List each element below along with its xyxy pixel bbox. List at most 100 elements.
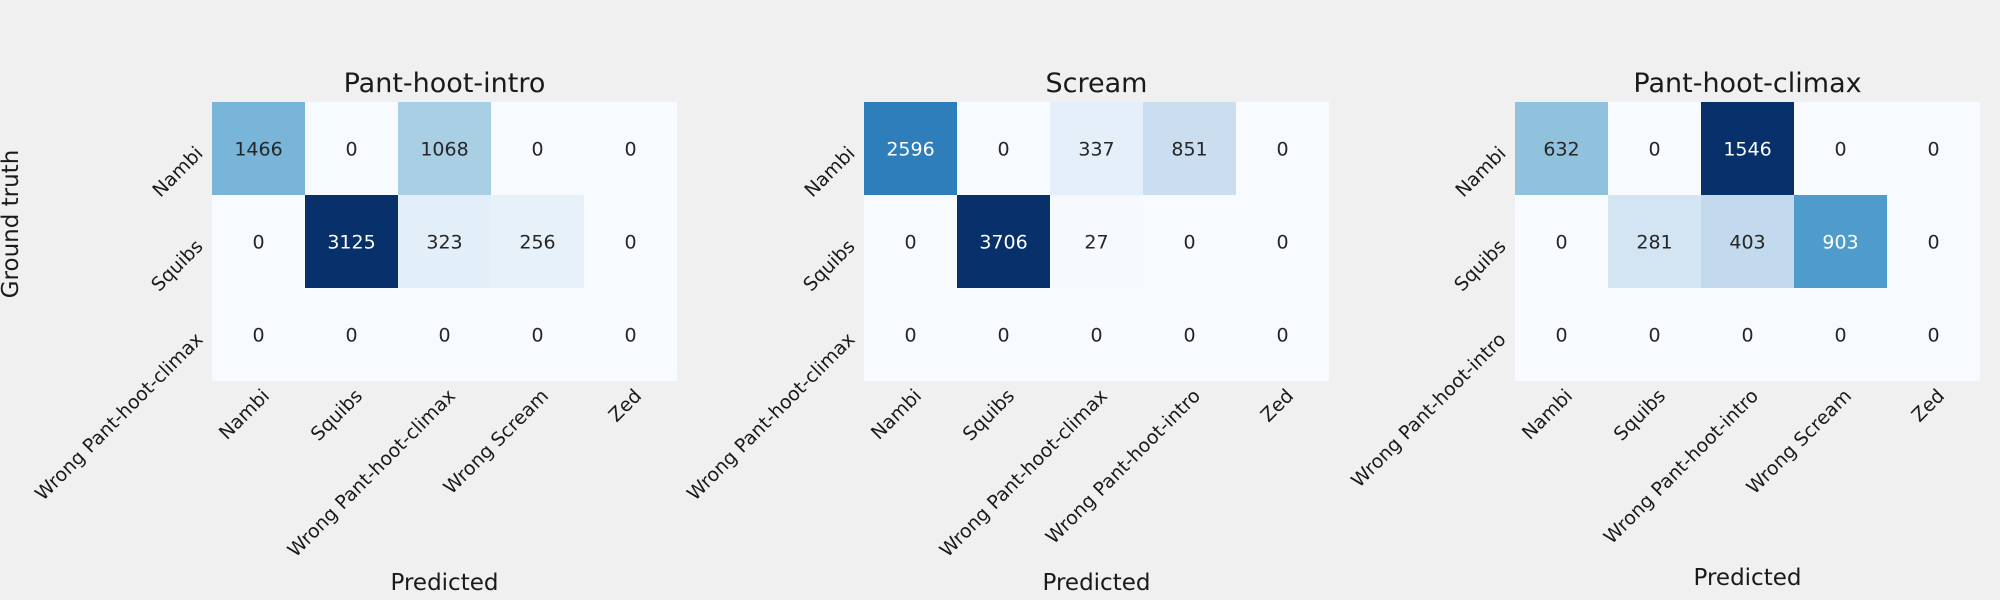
- heatmap-panel-pant-hoot-climax: Pant-hoot-climax 632 0 1546 0 0 0 281 403 903 0 0 0…: [1347, 68, 1980, 591]
- cell-value-label: 0: [1183, 232, 1195, 254]
- cell-value-label: 0: [1276, 232, 1288, 254]
- cell-value-label: 0: [1927, 325, 1939, 347]
- cell-value-label: 0: [345, 139, 357, 161]
- cell-value-label: 0: [531, 325, 543, 347]
- cell-value-label: 0: [1276, 325, 1288, 347]
- cell-value-label: 0: [1927, 232, 1939, 254]
- cell-value-label: 0: [1276, 139, 1288, 161]
- heatmap-cell-squibs-wrong-scream: [1794, 195, 1887, 288]
- heatmap-cell-nambi-nambi: [1515, 102, 1608, 195]
- x-axis-label: Predicted: [1694, 565, 1802, 591]
- heatmap-cells: 1466 0 1068 0 0 0 3125 323 256 0 0 0 0 0 0: [212, 102, 677, 381]
- heatmap-cell-squibs-wrong-pant-hoot-climax: [398, 195, 491, 288]
- heatmap-cell-nambi-zed: [1236, 102, 1329, 195]
- heatmap-cell-nambi-zed: [584, 102, 677, 195]
- heatmap-cell-wrong-pant-hoot-climax-wrong-scream: [491, 288, 584, 381]
- cell-value-label: 1546: [1723, 139, 1771, 161]
- cell-value-label: 0: [1090, 325, 1102, 347]
- cell-value-label: 1068: [420, 139, 468, 161]
- cell-value-label: 0: [1648, 325, 1660, 347]
- cell-value-label: 903: [1822, 232, 1858, 254]
- x-axis-label: Predicted: [391, 570, 499, 596]
- heatmap-cell-wrong-pant-hoot-climax-squibs: [957, 288, 1050, 381]
- cell-value-label: 0: [1648, 139, 1660, 161]
- cell-value-label: 0: [252, 325, 264, 347]
- heatmap-cell-nambi-wrong-pant-hoot-intro: [1143, 102, 1236, 195]
- cell-value-label: 0: [1183, 325, 1195, 347]
- heatmap-cell-nambi-squibs: [957, 102, 1050, 195]
- heatmap-panel-pant-hoot-intro: Pant-hoot-intro 1466 0 1068 0 0 0 3125 323 256 0 0…: [31, 68, 677, 596]
- heatmap-cell-nambi-wrong-scream: [491, 102, 584, 195]
- cell-value-label: 256: [519, 232, 555, 254]
- cell-value-label: 632: [1543, 139, 1579, 161]
- heatmap-cell-nambi-squibs: [305, 102, 398, 195]
- heatmap-cell-squibs-zed: [584, 195, 677, 288]
- cell-value-label: 0: [345, 325, 357, 347]
- cell-value-label: 0: [624, 325, 636, 347]
- cell-value-label: 337: [1078, 139, 1114, 161]
- heatmap-cell-nambi-nambi: [864, 102, 957, 195]
- heatmap-cell-wrong-pant-hoot-intro-wrong-scream: [1794, 288, 1887, 381]
- cell-value-label: 0: [997, 139, 1009, 161]
- heatmap-cell-wrong-pant-hoot-intro-zed: [1887, 288, 1980, 381]
- heatmap-cell-squibs-zed: [1236, 195, 1329, 288]
- heatmap-cell-squibs-wrong-pant-hoot-climax: [1050, 195, 1143, 288]
- cell-value-label: 1466: [234, 139, 282, 161]
- x-axis-label: Predicted: [1043, 570, 1151, 596]
- heatmap-cell-squibs-squibs: [1608, 195, 1701, 288]
- heatmap-cell-wrong-pant-hoot-climax-squibs: [305, 288, 398, 381]
- heatmap-cell-squibs-wrong-scream: [491, 195, 584, 288]
- heatmap-cells: 632 0 1546 0 0 0 281 403 903 0 0 0 0 0 0: [1515, 102, 1980, 381]
- heatmap-cell-wrong-pant-hoot-intro-squibs: [1608, 288, 1701, 381]
- heatmap-cell-squibs-nambi: [212, 195, 305, 288]
- heatmap-cell-wrong-pant-hoot-climax-wrong-pant-hoot-climax: [1050, 288, 1143, 381]
- heatmap-cell-wrong-pant-hoot-climax-nambi: [212, 288, 305, 381]
- cell-value-label: 0: [1555, 232, 1567, 254]
- cell-value-label: 851: [1171, 139, 1207, 161]
- cell-value-label: 281: [1636, 232, 1672, 254]
- cell-value-label: 0: [1834, 139, 1846, 161]
- cell-value-label: 3706: [979, 232, 1027, 254]
- heatmap-cell-wrong-pant-hoot-climax-zed: [584, 288, 677, 381]
- cell-value-label: 0: [904, 325, 916, 347]
- cell-value-label: 0: [1927, 139, 1939, 161]
- cell-value-label: 0: [904, 232, 916, 254]
- heatmap-cell-wrong-pant-hoot-intro-wrong-pant-hoot-intro: [1701, 288, 1794, 381]
- cell-value-label: 27: [1084, 232, 1108, 254]
- heatmap-cell-nambi-wrong-pant-hoot-intro: [1701, 102, 1794, 195]
- cell-value-label: 0: [624, 232, 636, 254]
- heatmap-cell-wrong-pant-hoot-climax-wrong-pant-hoot-intro: [1143, 288, 1236, 381]
- heatmap-cell-nambi-wrong-pant-hoot-climax: [1050, 102, 1143, 195]
- panel-title: Pant-hoot-climax: [1633, 68, 1861, 99]
- heatmap-cells: 2596 0 337 851 0 0 3706 27 0 0 0 0 0 0 0: [864, 102, 1329, 381]
- cell-value-label: 0: [1555, 325, 1567, 347]
- cell-value-label: 323: [426, 232, 462, 254]
- heatmap-cell-wrong-pant-hoot-climax-zed: [1236, 288, 1329, 381]
- cell-value-label: 2596: [886, 139, 934, 161]
- heatmap-cell-squibs-nambi: [1515, 195, 1608, 288]
- panel-title: Pant-hoot-intro: [344, 68, 546, 99]
- cell-value-label: 0: [1834, 325, 1846, 347]
- cell-value-label: 403: [1729, 232, 1765, 254]
- heatmap-cell-nambi-zed: [1887, 102, 1980, 195]
- heatmap-cell-wrong-pant-hoot-climax-wrong-pant-hoot-climax: [398, 288, 491, 381]
- cell-value-label: 0: [531, 139, 543, 161]
- cell-value-label: 0: [1741, 325, 1753, 347]
- heatmap-cell-squibs-wrong-pant-hoot-intro: [1701, 195, 1794, 288]
- heatmap-cell-wrong-pant-hoot-intro-nambi: [1515, 288, 1608, 381]
- cell-value-label: 0: [438, 325, 450, 347]
- cell-value-label: 0: [624, 139, 636, 161]
- cell-value-label: 3125: [327, 232, 375, 254]
- heatmap-cell-nambi-wrong-pant-hoot-climax: [398, 102, 491, 195]
- heatmap-cell-nambi-nambi: [212, 102, 305, 195]
- panel-title: Scream: [1046, 68, 1148, 99]
- heatmap-cell-wrong-pant-hoot-climax-nambi: [864, 288, 957, 381]
- heatmap-cell-squibs-squibs: [305, 195, 398, 288]
- heatmap-cell-squibs-wrong-pant-hoot-intro: [1143, 195, 1236, 288]
- figure-y-axis-label: Ground truth: [0, 150, 24, 299]
- heatmap-cell-squibs-zed: [1887, 195, 1980, 288]
- heatmap-cell-squibs-squibs: [957, 195, 1050, 288]
- heatmap-cell-nambi-squibs: [1608, 102, 1701, 195]
- heatmap-cell-squibs-nambi: [864, 195, 957, 288]
